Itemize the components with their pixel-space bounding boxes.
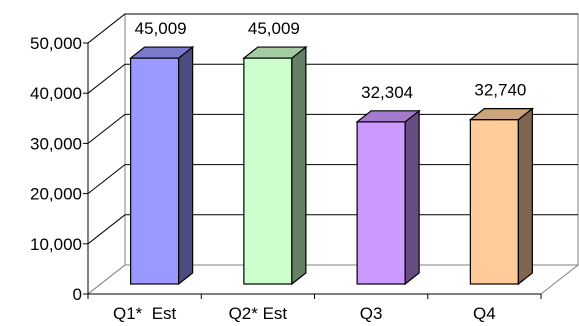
- y-tick-label: 50,000: [30, 34, 82, 53]
- bars: [128, 45, 535, 286]
- data-label: 45,009: [135, 19, 187, 38]
- bar-side: [404, 109, 420, 286]
- axes: [83, 42, 542, 299]
- bar-3: [355, 109, 421, 286]
- bar-side: [178, 45, 194, 286]
- y-tick-labels: 0 10,000 20,000 30,000 40,000 50,000: [30, 34, 82, 304]
- bar-1: [128, 45, 195, 286]
- category-label: Q2* Est: [229, 304, 288, 323]
- bar-top: [242, 46, 308, 59]
- bar-side: [517, 107, 533, 286]
- gridlines: [87, 13, 578, 245]
- gridline: [87, 164, 578, 194]
- bar-2: [242, 45, 308, 286]
- bar-top: [355, 110, 421, 123]
- y-tick-label: 20,000: [30, 185, 82, 204]
- bar-4: [468, 107, 535, 286]
- y-tick-label: 30,000: [30, 134, 82, 153]
- gridline: [87, 63, 578, 94]
- bar-top: [468, 108, 535, 121]
- side-wall: [87, 12, 126, 296]
- data-label: 32,304: [361, 83, 413, 102]
- category-labels: Q1* Est Q2* Est Q3 Q4: [113, 304, 496, 323]
- data-labels: 45,009 45,009 32,304 32,740: [135, 19, 527, 102]
- y-tick-label: 40,000: [30, 84, 82, 103]
- bar-side: [291, 45, 307, 286]
- y-tick-label: 10,000: [30, 235, 82, 254]
- bar-top: [128, 46, 195, 59]
- bar-front: [469, 119, 519, 285]
- gridline: [87, 113, 578, 144]
- category-label: Q1* Est: [113, 304, 177, 323]
- bar-front: [356, 121, 406, 285]
- gridline: [87, 214, 578, 245]
- y-tick-label: 0: [73, 285, 82, 304]
- bar-front: [130, 57, 180, 285]
- gridline: [87, 13, 578, 44]
- category-label: Q4: [473, 304, 496, 323]
- bar-front: [243, 57, 293, 285]
- data-label: 45,009: [248, 19, 300, 38]
- data-label: 32,740: [474, 81, 526, 100]
- category-label: Q3: [360, 304, 383, 323]
